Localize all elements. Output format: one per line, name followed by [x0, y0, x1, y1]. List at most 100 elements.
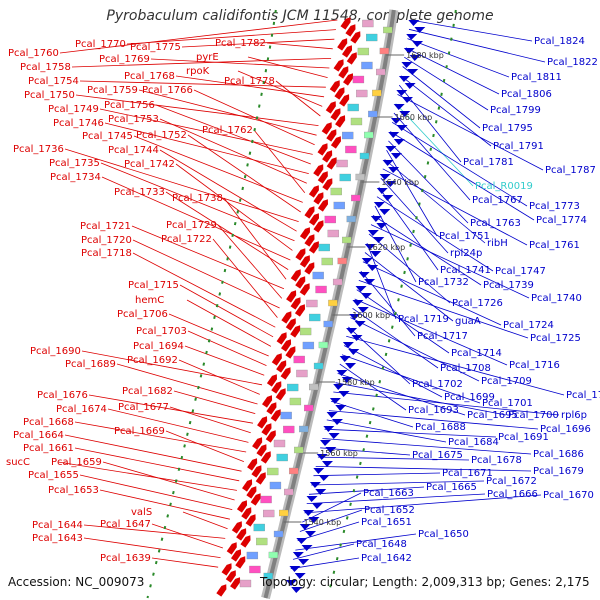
summary-text: Topology: circular; Length: 2,009,313 bp…	[260, 575, 590, 589]
forward-gene-arrow	[329, 398, 341, 404]
feature-block	[263, 572, 273, 580]
gene-label-forward: Pcal_1806	[501, 89, 552, 100]
forward-gene-arrow	[373, 237, 385, 243]
label-connector	[317, 456, 470, 461]
label-connector	[397, 94, 544, 171]
reverse-gene-arrow	[255, 472, 266, 485]
label-connector	[335, 382, 507, 416]
label-connector	[138, 89, 317, 136]
label-connector	[315, 466, 532, 472]
gene-label-reverse: Pcal_1768	[124, 71, 175, 82]
reverse-gene-arrow	[252, 437, 263, 450]
reverse-gene-arrow	[337, 38, 348, 51]
reverse-gene-arrow	[230, 549, 242, 562]
label-connector	[407, 38, 510, 78]
label-connector	[393, 112, 471, 201]
gene-label-reverse: rpoK	[186, 66, 210, 77]
forward-gene-arrow	[360, 293, 372, 299]
label-connector	[237, 70, 323, 107]
label-connector	[386, 149, 438, 237]
feature-block	[324, 215, 336, 224]
reverse-gene-arrow	[251, 465, 262, 478]
gene-label-forward: Pcal_1642	[361, 553, 412, 564]
forward-gene-arrow	[298, 559, 310, 565]
gene-label-reverse: Pcal_1742	[124, 159, 175, 170]
forward-gene-arrow	[316, 454, 328, 460]
gene-label-reverse: Pcal_1758	[20, 62, 71, 73]
label-connector	[74, 447, 240, 482]
gene-label-forward: Pcal_1652	[364, 505, 415, 516]
feature-block	[318, 243, 330, 252]
gene-label-reverse: hemC	[135, 295, 164, 306]
feature-block	[359, 152, 370, 160]
label-connector	[253, 129, 306, 194]
label-connector	[132, 239, 280, 309]
forward-gene-arrow	[382, 195, 394, 201]
label-connector	[107, 408, 249, 443]
forward-gene-arrow	[385, 146, 397, 152]
reverse-gene-arrow	[221, 563, 232, 576]
reverse-gene-arrow	[236, 528, 247, 541]
label-connector	[217, 224, 283, 299]
label-connector	[304, 494, 542, 514]
gene-label-reverse: Pcal_1759	[87, 85, 138, 96]
label-connector	[390, 131, 535, 221]
feature-block	[364, 131, 374, 139]
feature-block	[337, 257, 347, 265]
label-connector	[384, 159, 486, 244]
label-connector	[71, 58, 332, 68]
feature-block	[368, 110, 378, 118]
feature-block	[280, 411, 292, 420]
reverse-gene-arrow	[308, 185, 319, 198]
gene-label-reverse: Pcal_1676	[37, 390, 88, 401]
label-connector	[333, 391, 560, 416]
feature-block	[350, 117, 363, 126]
label-connector	[175, 75, 325, 98]
label-connector	[337, 373, 466, 416]
forward-gene-arrow	[323, 426, 335, 432]
label-connector	[186, 299, 272, 347]
gene-label-reverse: Pcal_1721	[80, 221, 131, 232]
label-connector	[151, 523, 223, 549]
label-connector	[405, 47, 500, 95]
label-connector	[165, 191, 289, 270]
label-connector	[132, 252, 276, 328]
label-connector	[79, 80, 326, 88]
gene-label-forward: Pcal_1724	[503, 320, 554, 331]
forward-gene-arrow	[328, 433, 340, 439]
reverse-gene-arrow	[294, 304, 306, 317]
gene-label-forward: Pcal_1781	[463, 157, 514, 168]
feature-block	[299, 425, 309, 433]
gene-label-forward: Pcal_1700	[508, 410, 559, 421]
forward-gene-arrow	[325, 447, 337, 453]
forward-gene-arrow	[296, 538, 308, 544]
gene-label-reverse: Pcal_1782	[215, 38, 266, 49]
gene-label-reverse: Pcal_1736	[13, 144, 64, 155]
forward-gene-arrow	[364, 279, 376, 285]
gene-label-forward: Pcal_1767	[472, 195, 523, 206]
gene-label-forward: Pcal_1651	[361, 517, 412, 528]
reverse-gene-arrow	[247, 458, 258, 471]
feature-block	[269, 481, 282, 490]
gene-label-forward: Pcal_1799	[490, 105, 541, 116]
feature-block	[313, 362, 324, 370]
gene-label-reverse: Pcal_1756	[104, 100, 155, 111]
forward-gene-arrow	[414, 27, 426, 33]
reverse-gene-arrow	[270, 409, 281, 422]
forward-gene-arrow	[309, 482, 321, 488]
forward-gene-arrow	[402, 97, 414, 103]
feature-block	[330, 187, 342, 196]
gene-label-forward: Pcal_1699	[444, 392, 495, 403]
reverse-gene-arrow	[308, 241, 319, 254]
feature-block	[347, 103, 359, 112]
feature-block	[355, 173, 365, 181]
reverse-gene-arrow	[290, 325, 301, 338]
forward-gene-arrow	[406, 34, 418, 40]
gene-label-forward: Pcal_1708	[440, 363, 491, 374]
gene-label-reverse: Pcal_1753	[108, 114, 159, 125]
reverse-gene-arrow	[317, 143, 328, 156]
gene-label-reverse: Pcal_1694	[133, 341, 184, 352]
reverse-gene-arrow	[295, 276, 306, 289]
reverse-gene-arrow	[322, 178, 333, 191]
forward-gene-arrow	[341, 377, 353, 383]
